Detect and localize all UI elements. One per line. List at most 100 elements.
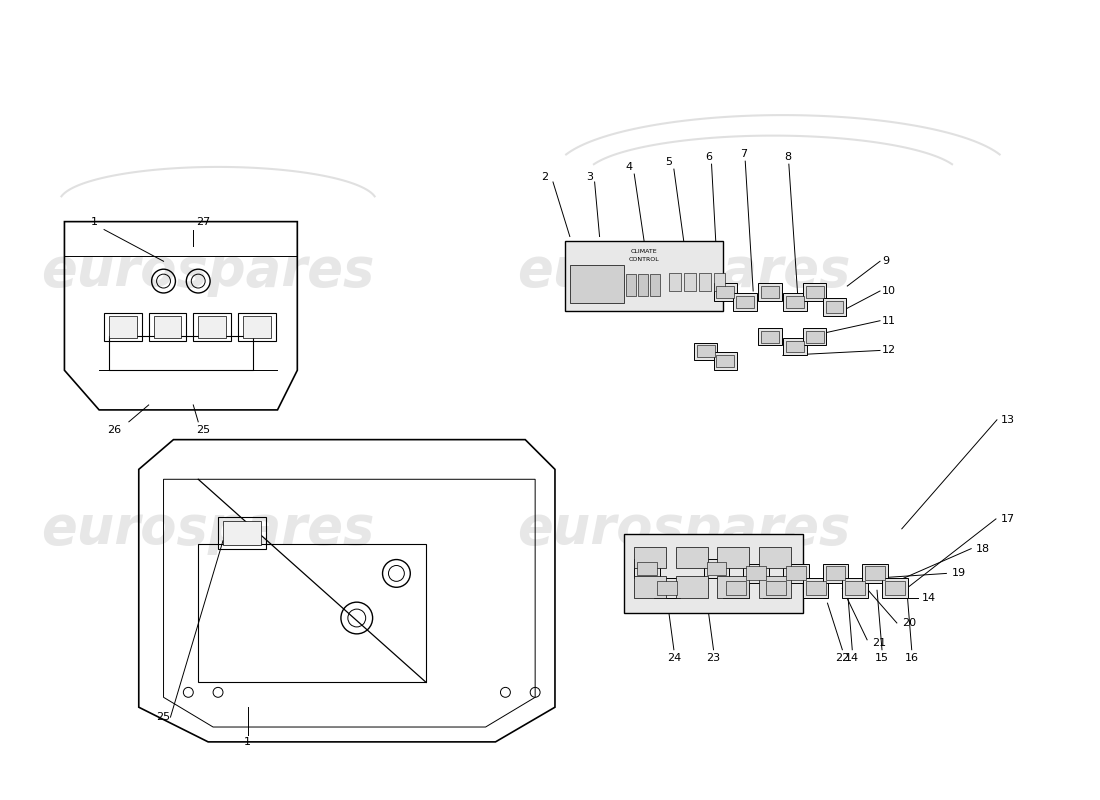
Bar: [716, 355, 735, 367]
Text: 1: 1: [90, 217, 98, 226]
Bar: [243, 316, 271, 338]
Bar: [704, 558, 729, 578]
Text: 20: 20: [902, 618, 916, 628]
Bar: [218, 517, 265, 549]
Text: 3: 3: [586, 172, 593, 182]
Bar: [198, 316, 226, 338]
Bar: [758, 328, 782, 346]
Bar: [785, 566, 805, 580]
Text: 23: 23: [706, 653, 721, 662]
Text: 4: 4: [626, 162, 632, 172]
Bar: [843, 578, 868, 598]
Bar: [669, 273, 681, 291]
Text: 1: 1: [244, 737, 251, 747]
Bar: [785, 296, 804, 308]
Text: 27: 27: [196, 217, 210, 226]
Bar: [706, 562, 726, 575]
Bar: [746, 566, 766, 580]
Bar: [726, 582, 746, 595]
Text: CLIMATE: CLIMATE: [630, 249, 658, 254]
Bar: [194, 313, 231, 341]
Text: 17: 17: [1001, 514, 1015, 524]
Bar: [148, 313, 186, 341]
Bar: [744, 563, 769, 583]
Text: 12: 12: [882, 346, 896, 355]
Text: 18: 18: [976, 544, 990, 554]
Bar: [694, 342, 717, 360]
Bar: [865, 566, 886, 580]
Bar: [626, 274, 636, 296]
Bar: [758, 283, 782, 301]
Bar: [759, 546, 791, 569]
Bar: [716, 286, 735, 298]
Bar: [803, 283, 826, 301]
Bar: [823, 563, 848, 583]
Text: 10: 10: [882, 286, 896, 296]
Bar: [635, 558, 660, 578]
Bar: [724, 578, 749, 598]
Bar: [803, 578, 828, 598]
Bar: [675, 576, 707, 598]
Bar: [823, 298, 846, 316]
Text: 14: 14: [845, 653, 859, 662]
Bar: [761, 330, 779, 342]
Text: 6: 6: [705, 152, 712, 162]
Text: CONTROL: CONTROL: [629, 257, 660, 262]
Bar: [635, 546, 666, 569]
Bar: [785, 341, 804, 353]
Bar: [684, 273, 695, 291]
Text: 16: 16: [904, 653, 918, 662]
Bar: [805, 582, 825, 595]
Text: 19: 19: [952, 569, 966, 578]
Bar: [763, 578, 789, 598]
Text: 14: 14: [922, 593, 936, 603]
Bar: [657, 582, 676, 595]
Bar: [654, 578, 680, 598]
Bar: [805, 330, 824, 342]
Bar: [882, 578, 908, 598]
Text: 9: 9: [882, 256, 889, 266]
Bar: [761, 286, 779, 298]
Bar: [736, 296, 755, 308]
Bar: [698, 273, 711, 291]
Bar: [696, 346, 715, 358]
Bar: [635, 576, 666, 598]
Bar: [717, 576, 749, 598]
Bar: [825, 301, 844, 313]
Text: 13: 13: [1001, 415, 1015, 425]
Bar: [783, 563, 808, 583]
Text: 25: 25: [156, 712, 170, 722]
Bar: [714, 353, 737, 370]
Bar: [714, 273, 725, 291]
Bar: [759, 576, 791, 598]
Bar: [714, 283, 737, 301]
Bar: [675, 546, 707, 569]
Text: 7: 7: [739, 150, 747, 159]
Text: 21: 21: [872, 638, 887, 648]
Bar: [717, 546, 749, 569]
Bar: [805, 286, 824, 298]
Bar: [198, 544, 426, 682]
Text: 2: 2: [541, 172, 549, 182]
Text: eurospares: eurospares: [517, 503, 850, 555]
Bar: [638, 274, 648, 296]
Bar: [825, 566, 845, 580]
Text: eurospares: eurospares: [42, 503, 375, 555]
Bar: [803, 328, 826, 346]
Text: 11: 11: [882, 316, 896, 326]
Bar: [783, 293, 806, 311]
Text: eurospares: eurospares: [517, 245, 850, 297]
Text: 24: 24: [667, 653, 681, 662]
Bar: [223, 521, 261, 545]
Text: eurospares: eurospares: [42, 245, 375, 297]
Bar: [238, 313, 275, 341]
Bar: [734, 293, 757, 311]
Bar: [637, 562, 657, 575]
Text: 5: 5: [666, 157, 672, 167]
Bar: [570, 266, 625, 303]
Bar: [886, 582, 905, 595]
Bar: [109, 335, 253, 370]
Bar: [625, 534, 803, 613]
Bar: [104, 313, 142, 341]
Bar: [862, 563, 888, 583]
